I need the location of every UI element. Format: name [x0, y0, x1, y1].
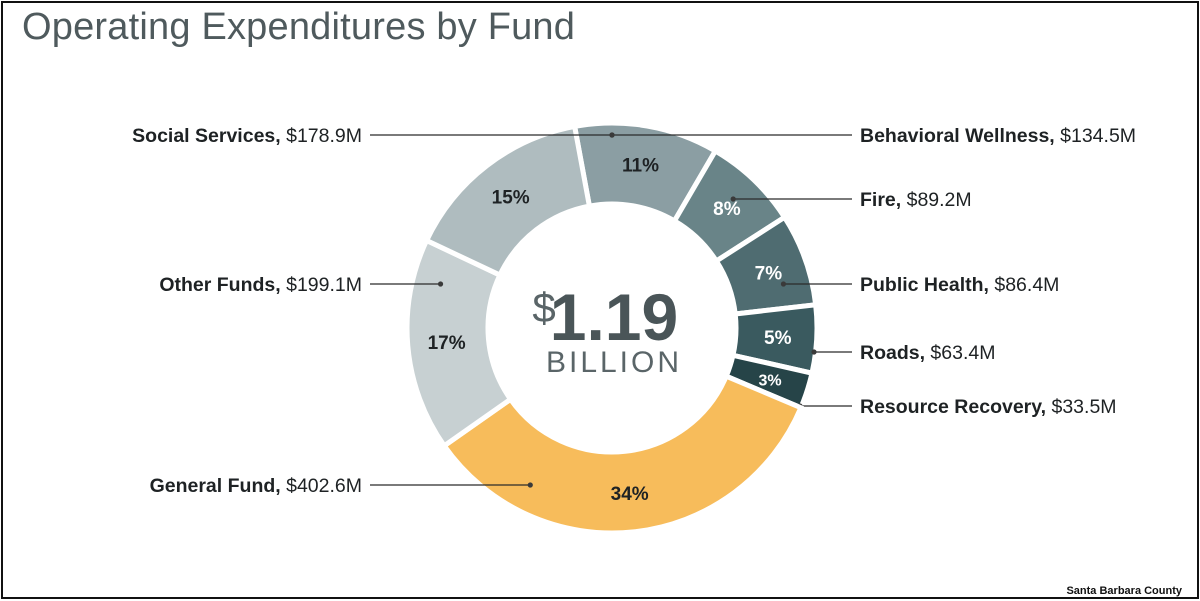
leader-dot-roads: [811, 349, 817, 355]
legend-name-fire: Fire,: [860, 189, 901, 211]
legend-label-public-health: Public Health, $86.4M: [860, 274, 1059, 296]
legend-amount-resource-recovery: $33.5M: [1046, 396, 1116, 418]
legend-amount-general-fund: $402.6M: [281, 475, 362, 497]
legend-label-behavioral-wellness: Behavioral Wellness, $134.5M: [860, 125, 1136, 147]
center-currency: $: [532, 284, 555, 331]
source-label: Santa Barbara County: [1066, 585, 1182, 597]
leader-dot-general-fund: [527, 482, 533, 488]
legend-amount-other-funds: $199.1M: [281, 274, 362, 296]
legend-label-roads: Roads, $63.4M: [860, 342, 995, 364]
legend-label-general-fund: General Fund, $402.6M: [150, 475, 362, 497]
pct-label-fire: 8%: [713, 199, 741, 220]
legend-amount-public-health: $86.4M: [989, 274, 1059, 296]
legend-amount-behavioral-wellness: $134.5M: [1055, 125, 1136, 147]
legend-label-social-services: Social Services, $178.9M: [132, 125, 362, 147]
pct-label-general-fund: 34%: [611, 484, 649, 505]
leader-dot-public-health: [780, 281, 787, 287]
legend-name-roads: Roads,: [860, 342, 925, 364]
legend-name-social-services: Social Services,: [132, 125, 281, 147]
legend-label-fire: Fire, $89.2M: [860, 189, 972, 211]
pct-label-resource-recovery: 3%: [758, 373, 781, 390]
legend-name-general-fund: General Fund,: [150, 475, 281, 497]
legend-name-behavioral-wellness: Behavioral Wellness,: [860, 125, 1055, 147]
legend-name-resource-recovery: Resource Recovery,: [860, 396, 1046, 418]
legend-amount-social-services: $178.9M: [281, 125, 362, 147]
slice-social-services: [423, 123, 593, 279]
leader-dot-fire: [730, 196, 736, 202]
leader-dot-other-funds: [437, 281, 444, 287]
legend-amount-fire: $89.2M: [901, 189, 971, 211]
pct-label-public-health: 7%: [755, 263, 783, 284]
pct-label-social-services: 15%: [492, 188, 530, 209]
center-total-value: 1.19: [550, 280, 678, 354]
legend-name-other-funds: Other Funds,: [159, 274, 280, 296]
legend-amount-roads: $63.4M: [925, 342, 995, 364]
pct-label-other-funds: 17%: [428, 333, 466, 354]
legend-label-resource-recovery: Resource Recovery, $33.5M: [860, 396, 1117, 418]
pct-label-roads: 5%: [764, 328, 792, 349]
pct-label-behavioral-wellness: 11%: [622, 155, 659, 176]
chart-title: Operating Expenditures by Fund: [22, 6, 576, 48]
slice-general-fund: [440, 372, 805, 536]
legend-name-public-health: Public Health,: [860, 274, 989, 296]
legend-label-other-funds: Other Funds, $199.1M: [159, 274, 362, 296]
leader-dot-social-services: [609, 132, 615, 138]
center-total-unit: BILLION: [546, 346, 682, 379]
